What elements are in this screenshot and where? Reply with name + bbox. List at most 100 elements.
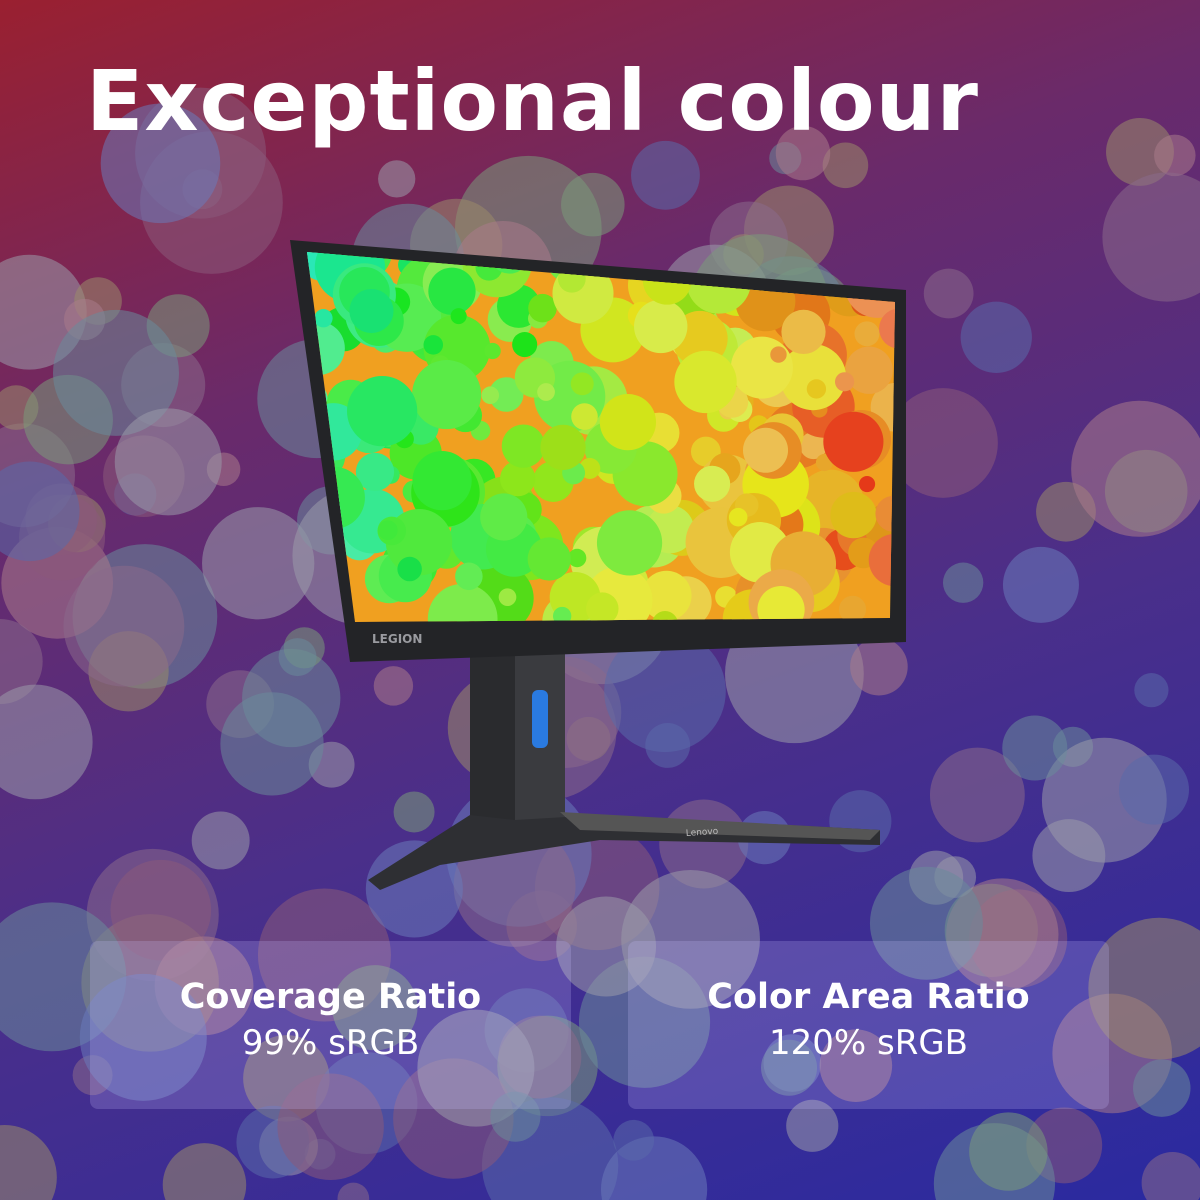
bubble xyxy=(1106,117,1174,186)
screen-ball xyxy=(780,344,847,411)
screen-ball xyxy=(349,289,394,334)
bubble xyxy=(1141,1151,1200,1200)
bubble xyxy=(0,1125,57,1200)
bubble xyxy=(378,160,416,198)
bubble xyxy=(278,638,317,677)
bubble xyxy=(1071,400,1200,537)
spec-card-color-area: Color Area Ratio 120% sRGB xyxy=(628,941,1109,1109)
screen-ball xyxy=(586,592,619,622)
spec-value: 120% sRGB xyxy=(768,1023,969,1063)
screen-ball xyxy=(599,394,657,451)
bubble xyxy=(819,1029,893,1102)
monitor-screen xyxy=(307,252,895,622)
screen-ball xyxy=(412,451,472,511)
bubble xyxy=(1088,917,1200,1060)
bubble xyxy=(0,684,93,800)
screen-ball xyxy=(528,293,557,323)
screen-ball xyxy=(856,252,895,272)
screen-ball xyxy=(557,252,590,264)
screen-ball xyxy=(312,578,338,603)
screen-ball xyxy=(823,411,884,472)
screen-ball xyxy=(499,460,536,497)
screen-ball xyxy=(512,331,538,358)
bezel-logo: LEGION xyxy=(372,632,422,646)
bubble xyxy=(621,870,760,1009)
bubble xyxy=(220,692,324,796)
screen-ball xyxy=(450,308,467,325)
monitor-stand xyxy=(368,650,880,890)
screen-ball xyxy=(742,427,789,473)
bubble xyxy=(1002,546,1079,623)
bubble xyxy=(960,301,1032,373)
screen-ball xyxy=(537,383,555,401)
bubble xyxy=(604,630,726,753)
screen-ball xyxy=(694,465,731,502)
bubble xyxy=(63,565,185,687)
screen-ball xyxy=(355,452,395,492)
bubble xyxy=(79,973,207,1101)
screen-ball xyxy=(823,252,895,294)
screen-ball xyxy=(498,588,517,606)
screen-ball xyxy=(781,309,826,355)
screen-ball xyxy=(596,510,663,576)
screen-ball xyxy=(860,252,895,290)
screen-ball xyxy=(648,252,673,268)
bubble xyxy=(114,408,222,516)
bubble xyxy=(786,1099,839,1152)
bubble xyxy=(1118,754,1190,825)
screen-ball xyxy=(346,376,418,447)
bubble xyxy=(1102,172,1200,302)
bubble xyxy=(969,1112,1048,1191)
screen-ball xyxy=(571,403,598,430)
screen-ball xyxy=(423,335,444,355)
stand-accent-light xyxy=(532,690,548,748)
bubble xyxy=(929,747,1025,843)
screen-ball xyxy=(567,548,587,568)
bubble xyxy=(1032,819,1106,893)
spec-card-coverage: Coverage Ratio 99% sRGB xyxy=(90,941,571,1109)
screen-ball xyxy=(839,595,867,622)
screen-ball xyxy=(307,514,324,553)
screen-ball xyxy=(377,520,398,541)
bubble xyxy=(888,388,998,498)
bubble xyxy=(923,268,974,319)
bubble xyxy=(373,666,414,706)
spec-label: Color Area Ratio xyxy=(707,977,1030,1017)
bubble xyxy=(332,965,418,1051)
screen-ball xyxy=(634,299,688,354)
headline: Exceptional colour xyxy=(86,52,979,150)
screen-ball xyxy=(427,583,498,622)
bubble xyxy=(631,140,700,210)
bubble xyxy=(1154,134,1196,177)
bubble xyxy=(1134,673,1169,708)
screen-ball xyxy=(307,517,320,541)
screen-ball xyxy=(879,308,895,349)
screen-ball xyxy=(455,562,483,591)
screen-ball xyxy=(674,350,737,414)
bubble xyxy=(337,1182,370,1200)
bubble xyxy=(0,461,80,562)
screen-ball xyxy=(845,346,893,394)
screen-ball xyxy=(307,592,343,622)
bubble xyxy=(613,1119,655,1161)
stand-logo: Lenovo xyxy=(686,827,720,839)
bubble xyxy=(202,507,315,620)
bubble xyxy=(490,1091,541,1142)
screen-ball xyxy=(834,372,855,392)
screen-ball xyxy=(806,379,827,399)
screen-ball xyxy=(780,252,827,279)
spec-label: Coverage Ratio xyxy=(179,977,482,1017)
screen-ball xyxy=(428,267,476,315)
bubble xyxy=(110,859,212,961)
screen-ball xyxy=(480,493,528,541)
screen-ball xyxy=(484,342,501,360)
screen-ball xyxy=(775,255,799,279)
screen-ball xyxy=(830,491,877,539)
screen-ball xyxy=(854,321,880,347)
bubble xyxy=(761,1039,818,1096)
screen-ball xyxy=(652,611,679,622)
screen-ball xyxy=(481,386,500,405)
screen-ball xyxy=(641,570,692,621)
screen-ball xyxy=(770,346,787,363)
